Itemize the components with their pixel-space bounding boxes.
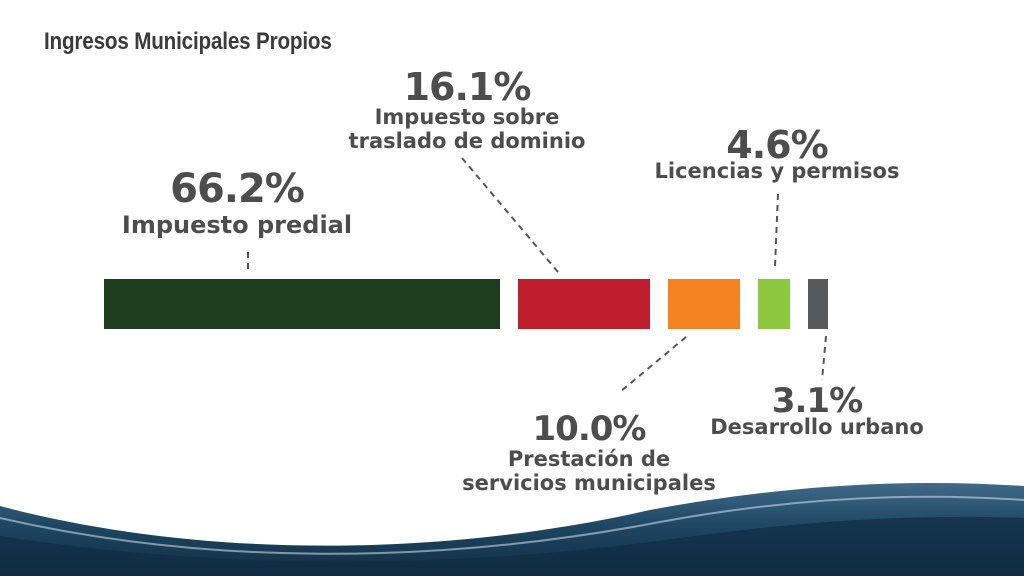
value-label: 10.0% bbox=[533, 409, 646, 449]
value-label: 16.1% bbox=[404, 65, 531, 109]
bar-segment bbox=[518, 279, 650, 329]
category-label: Impuesto predial bbox=[122, 211, 352, 239]
bar-segment bbox=[668, 279, 740, 329]
leader-line bbox=[461, 157, 559, 273]
leader-line bbox=[774, 193, 779, 267]
bar-segment bbox=[104, 279, 500, 329]
category-label: traslado de dominio bbox=[349, 129, 586, 153]
category-label: servicios municipales bbox=[462, 471, 716, 495]
leader-line bbox=[821, 335, 827, 381]
value-label: 3.1% bbox=[772, 381, 862, 421]
category-label: Desarrollo urbano bbox=[710, 415, 924, 439]
leader-line bbox=[619, 336, 687, 393]
category-label: Licencias y permisos bbox=[655, 159, 900, 183]
chart-title: Ingresos Municipales Propios bbox=[44, 28, 332, 55]
value-label: 66.2% bbox=[170, 166, 304, 212]
category-label: Prestación de bbox=[508, 447, 670, 471]
bar-segment bbox=[808, 279, 829, 329]
value-label: 4.6% bbox=[726, 123, 827, 167]
decorative-wave bbox=[0, 483, 1024, 576]
category-label: Impuesto sobre bbox=[375, 105, 560, 129]
bar-segment bbox=[758, 279, 790, 329]
